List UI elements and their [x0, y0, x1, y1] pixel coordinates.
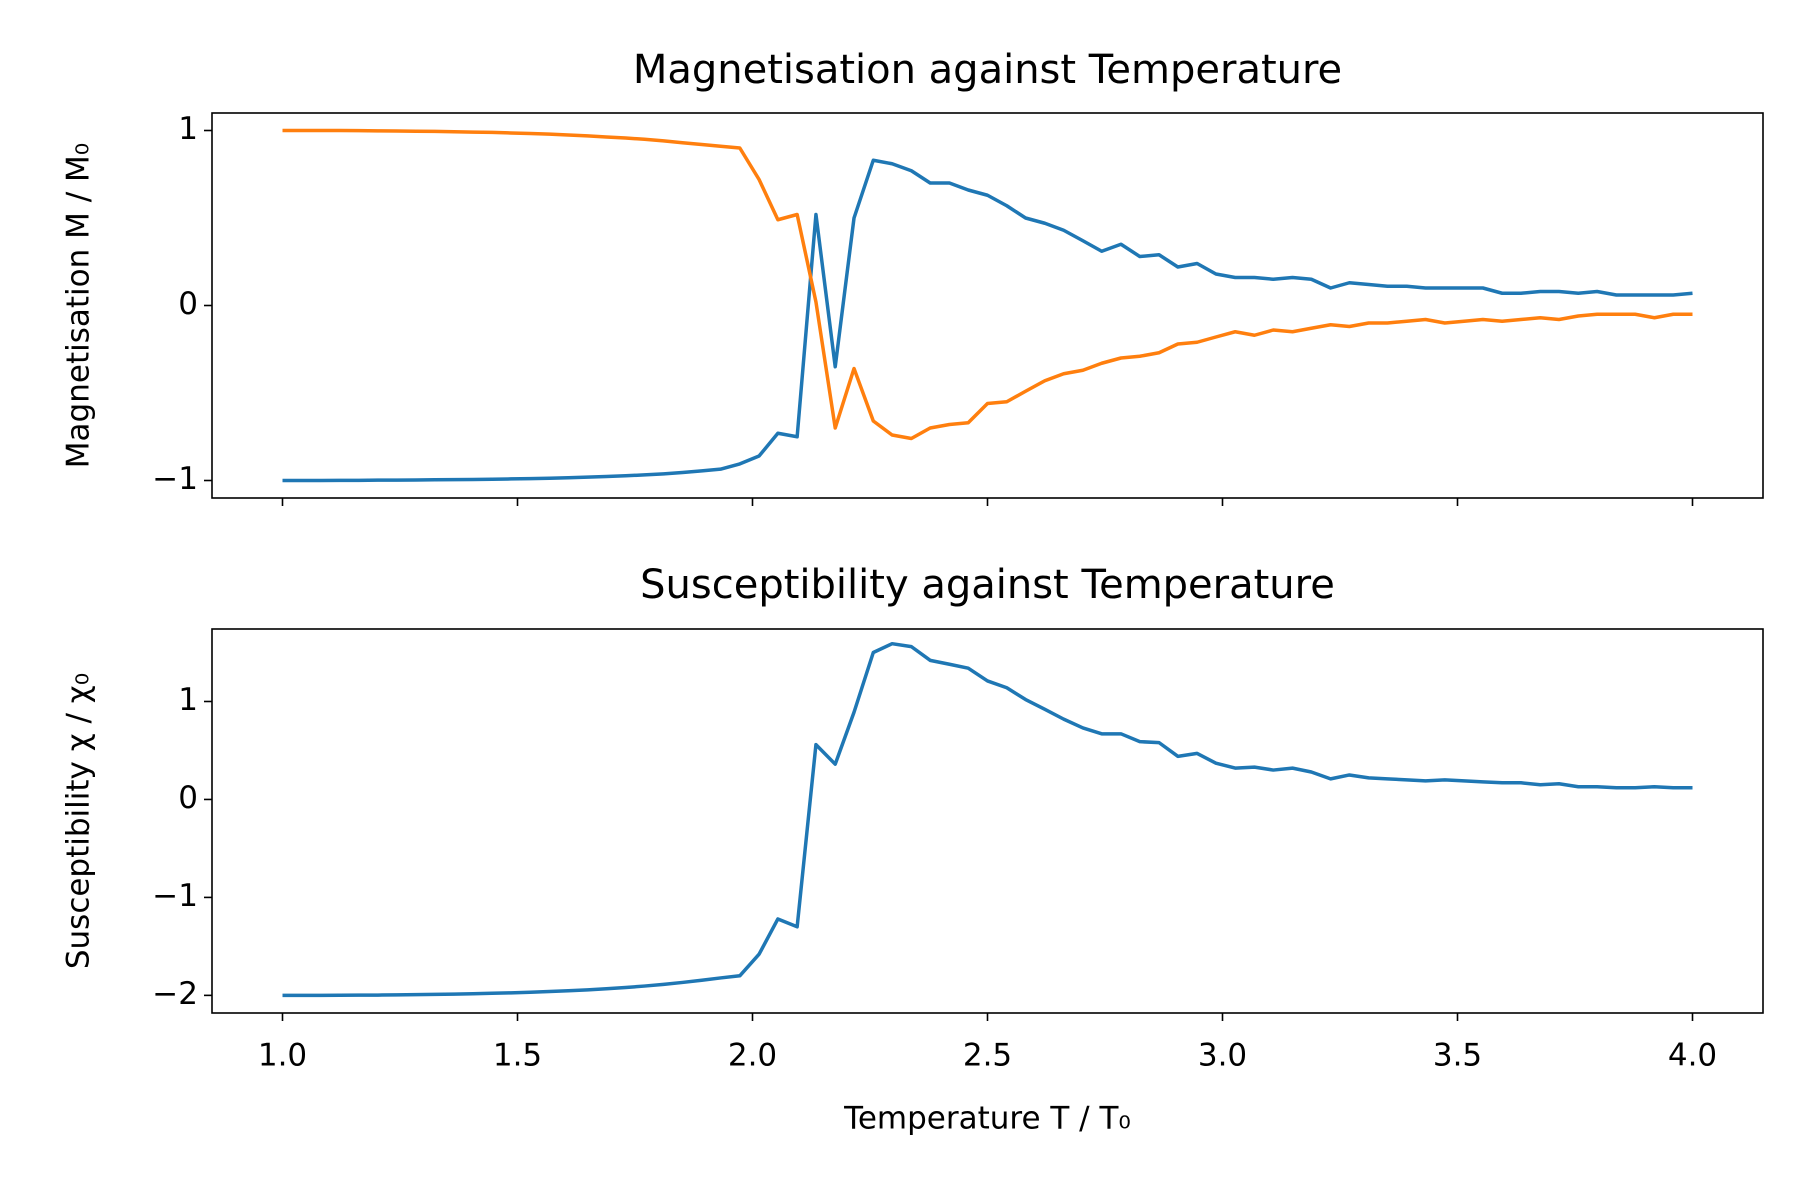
x-tick-label: 4.0: [1668, 1038, 1717, 1074]
y-tick-label: −1: [152, 878, 198, 914]
y-tick-label: 1: [178, 682, 198, 718]
x-tick-label: 2.5: [963, 1038, 1012, 1074]
y-tick-label: −1: [152, 461, 198, 497]
data-line: [282, 158, 1693, 483]
data-line: [282, 641, 1693, 998]
y-tick-label: −2: [152, 976, 198, 1012]
chart-title: Susceptibility against Temperature: [640, 562, 1335, 608]
y-tick-label: 0: [178, 780, 198, 816]
data-line: [282, 128, 1693, 441]
x-axis-label: Temperature T / T₀: [843, 1101, 1131, 1137]
x-tick-label: 2.0: [728, 1038, 777, 1074]
axes-frame: [211, 628, 1764, 1014]
y-axis-label: Magnetisation M / M₀: [61, 143, 97, 468]
x-tick-label: 3.0: [1198, 1038, 1247, 1074]
x-tick-label: 3.5: [1433, 1038, 1482, 1074]
y-tick-label: 1: [178, 111, 198, 147]
chart-title: Magnetisation against Temperature: [633, 47, 1342, 93]
x-tick-label: 1.0: [258, 1038, 307, 1074]
x-tick-label: 1.5: [493, 1038, 542, 1074]
y-axis-label: Susceptibility χ / χ₀: [61, 673, 97, 969]
axes-frame: [211, 112, 1764, 499]
y-tick-label: 0: [178, 286, 198, 322]
